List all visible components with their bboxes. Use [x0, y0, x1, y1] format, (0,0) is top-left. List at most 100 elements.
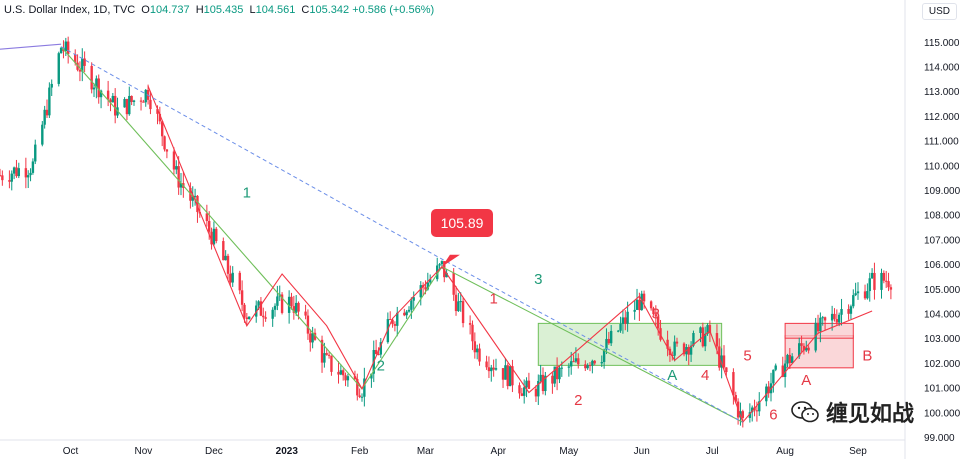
candle-body — [222, 241, 225, 261]
candle — [224, 250, 227, 261]
candle — [92, 83, 96, 98]
candle — [238, 270, 241, 295]
candle-body — [443, 261, 446, 278]
candle — [666, 330, 669, 357]
candle-body — [454, 294, 458, 312]
candle-body — [626, 311, 629, 324]
candle — [436, 257, 439, 282]
candle-body — [805, 347, 808, 351]
candle — [81, 48, 84, 82]
candle — [311, 326, 314, 349]
wave-label: 2 — [377, 357, 385, 374]
candle — [882, 270, 886, 284]
candle-body — [374, 349, 378, 355]
wave-label: A — [801, 372, 811, 389]
open-label: O — [141, 4, 150, 16]
candle — [863, 284, 867, 300]
candle-body — [245, 317, 249, 320]
candle — [309, 329, 312, 352]
candle-body — [642, 293, 646, 302]
candle — [852, 289, 855, 309]
callout-pointer — [441, 254, 460, 267]
watermark-text: 缠见如战 — [826, 401, 915, 426]
candle — [600, 355, 603, 368]
candle — [525, 377, 528, 398]
candle-body — [654, 314, 658, 317]
candle — [501, 367, 505, 388]
candle-body — [81, 58, 84, 72]
candle-body — [751, 407, 754, 413]
candle — [276, 285, 279, 311]
candle — [772, 369, 775, 393]
candle — [346, 373, 350, 387]
candle-body — [15, 167, 18, 177]
candle — [116, 97, 119, 119]
candle — [287, 290, 291, 324]
candle — [226, 253, 230, 282]
candle — [370, 373, 373, 388]
candle — [725, 367, 728, 376]
candle-body — [27, 175, 30, 178]
candle — [605, 328, 608, 355]
candle-body — [687, 347, 690, 355]
candle-body — [786, 354, 789, 364]
candle-body — [257, 301, 260, 306]
candle — [459, 292, 462, 312]
candle-body — [31, 161, 35, 173]
candle — [10, 170, 13, 191]
candle-body — [605, 338, 608, 350]
candle-body — [389, 319, 392, 321]
candle-body — [534, 388, 538, 397]
wave-label: A — [667, 367, 677, 384]
candle-body — [800, 343, 803, 346]
candle-body — [17, 168, 21, 177]
candle — [880, 268, 883, 299]
candle — [31, 158, 35, 175]
candle-body — [313, 332, 317, 340]
candle-body — [508, 366, 512, 387]
candle — [506, 363, 509, 390]
candle-body — [8, 180, 11, 182]
watermark: 缠见如战 — [790, 396, 914, 428]
candle-body — [12, 167, 16, 174]
candle-body — [363, 378, 366, 397]
candle-body — [280, 294, 284, 313]
candle — [196, 195, 199, 223]
candle-body — [353, 376, 357, 380]
candle — [800, 335, 803, 352]
candle — [24, 157, 28, 189]
candle-body — [287, 296, 291, 313]
candle — [586, 363, 589, 370]
candle-body — [83, 58, 86, 66]
candle — [675, 337, 679, 347]
candle-body — [426, 282, 430, 290]
candle-body — [544, 375, 547, 392]
currency-button[interactable]: USD — [921, 3, 957, 20]
candle-body — [506, 365, 509, 387]
candle — [577, 353, 580, 369]
candle-body — [666, 339, 669, 349]
candle-body — [734, 394, 737, 402]
candle-body — [337, 371, 340, 375]
candle-body — [111, 95, 115, 103]
candle-body — [884, 280, 888, 282]
candle-body — [196, 195, 199, 213]
candle — [847, 304, 850, 320]
candle-body — [160, 121, 164, 137]
candle-body — [125, 99, 129, 115]
candle-body — [722, 355, 726, 368]
candle — [617, 329, 620, 333]
candle-body — [880, 272, 883, 290]
candle-body — [518, 385, 521, 394]
y-tick-label: 101.000 — [924, 384, 961, 395]
candle — [15, 159, 18, 178]
candle — [633, 300, 636, 320]
candle — [339, 364, 343, 376]
candle — [490, 364, 493, 382]
candle-body — [45, 109, 49, 116]
candle — [139, 97, 143, 111]
candle-body — [438, 264, 441, 266]
candle — [78, 61, 82, 82]
candle-body — [525, 380, 528, 388]
